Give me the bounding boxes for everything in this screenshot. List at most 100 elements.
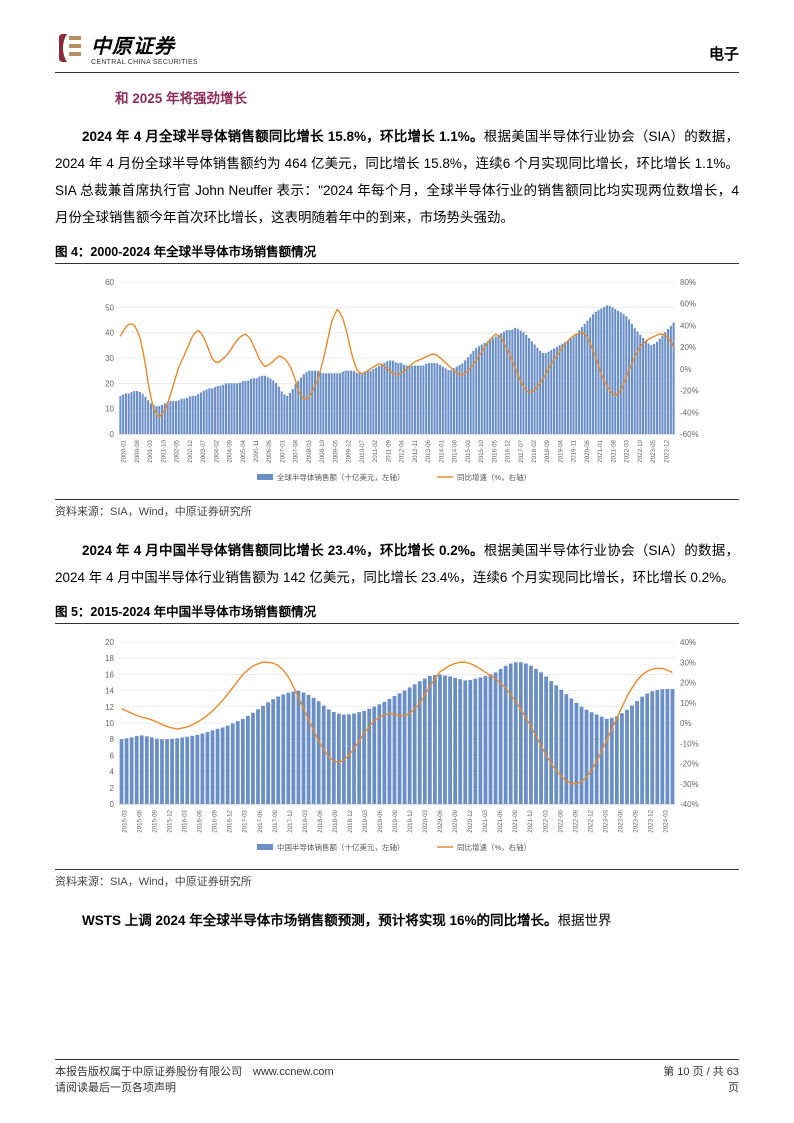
svg-text:2015-10: 2015-10 <box>478 439 485 462</box>
svg-text:2019-12: 2019-12 <box>407 809 414 832</box>
svg-text:6: 6 <box>110 751 115 760</box>
svg-text:2017-12: 2017-12 <box>287 809 294 832</box>
svg-text:20: 20 <box>105 638 114 647</box>
svg-text:10: 10 <box>105 719 114 728</box>
footer-left: 本报告版权属于中原证券股份有限公司 www.ccnew.com 请阅读最后一页各… <box>55 1063 334 1095</box>
footer-line2: 请阅读最后一页各项声明 <box>55 1079 334 1095</box>
svg-text:0: 0 <box>110 800 115 809</box>
svg-text:2015-06: 2015-06 <box>137 809 144 832</box>
svg-text:2016-12: 2016-12 <box>227 809 234 832</box>
svg-text:10: 10 <box>105 405 114 414</box>
svg-text:2021-12: 2021-12 <box>527 809 534 832</box>
svg-text:2020-12: 2020-12 <box>467 809 474 832</box>
svg-text:2014-01: 2014-01 <box>438 439 445 462</box>
svg-text:2023-12: 2023-12 <box>663 439 670 462</box>
svg-text:2021-06: 2021-06 <box>497 809 504 832</box>
svg-text:2004-09: 2004-09 <box>227 439 234 462</box>
logo-text: 中原证券 CENTRAL CHINA SECURITIES <box>91 30 198 66</box>
svg-text:-30%: -30% <box>680 780 699 789</box>
para2-bold: 2024 年 4 月中国半导体销售额同比增长 23.4%，环比增长 0.2%。 <box>82 543 484 558</box>
svg-text:2012-04: 2012-04 <box>399 439 406 462</box>
svg-text:2021-03: 2021-03 <box>482 809 489 832</box>
svg-text:2020-03: 2020-03 <box>422 809 429 832</box>
svg-text:0%: 0% <box>680 719 692 728</box>
logo-block: 中原证券 CENTRAL CHINA SECURITIES <box>55 30 198 66</box>
svg-text:2018-06: 2018-06 <box>317 809 324 832</box>
svg-text:2007-01: 2007-01 <box>279 439 286 462</box>
svg-text:2002-12: 2002-12 <box>187 439 194 462</box>
svg-text:2023-09: 2023-09 <box>632 809 639 832</box>
svg-text:20: 20 <box>105 379 114 388</box>
svg-text:2022-10: 2022-10 <box>637 439 644 462</box>
svg-text:2023-05: 2023-05 <box>650 439 657 462</box>
svg-text:同比增速（%，右轴）: 同比增速（%，右轴） <box>457 842 531 852</box>
svg-text:2017-09: 2017-09 <box>272 809 279 832</box>
svg-text:2000-08: 2000-08 <box>134 439 141 462</box>
svg-text:2006-06: 2006-06 <box>266 439 273 462</box>
svg-text:10%: 10% <box>680 699 696 708</box>
svg-text:30: 30 <box>105 354 114 363</box>
svg-text:-20%: -20% <box>680 387 699 396</box>
paragraph-2: 2024 年 4 月中国半导体销售额同比增长 23.4%，环比增长 0.2%。根… <box>55 537 739 591</box>
svg-text:2018-12: 2018-12 <box>347 809 354 832</box>
fig5-source: 资料来源：SIA，Wind，中原证券研究所 <box>55 869 739 889</box>
svg-text:2018-09: 2018-09 <box>544 439 551 462</box>
svg-text:2020-06: 2020-06 <box>584 439 591 462</box>
svg-text:2019-11: 2019-11 <box>571 439 578 462</box>
svg-text:中国半导体销售额（十亿美元，左轴）: 中国半导体销售额（十亿美元，左轴） <box>277 842 405 852</box>
svg-text:2016-05: 2016-05 <box>491 439 498 462</box>
svg-text:20%: 20% <box>680 343 696 352</box>
svg-text:-40%: -40% <box>680 800 699 809</box>
footer-right: 第 10 页 / 共 63 页 <box>663 1063 739 1095</box>
svg-text:2015-09: 2015-09 <box>152 809 159 832</box>
page-footer: 本报告版权属于中原证券股份有限公司 www.ccnew.com 请阅读最后一页各… <box>55 1059 739 1095</box>
svg-text:2008-10: 2008-10 <box>319 439 326 462</box>
logo-cn: 中原证券 <box>91 30 198 59</box>
svg-text:2017-06: 2017-06 <box>257 809 264 832</box>
svg-text:-20%: -20% <box>680 760 699 769</box>
svg-text:18: 18 <box>105 654 114 663</box>
svg-text:2001-10: 2001-10 <box>160 439 167 462</box>
svg-text:2016-12: 2016-12 <box>505 439 512 462</box>
svg-text:40%: 40% <box>680 638 696 647</box>
svg-text:2019-09: 2019-09 <box>392 809 399 832</box>
svg-text:2021-08: 2021-08 <box>610 439 617 462</box>
svg-text:2004-02: 2004-02 <box>213 439 220 462</box>
svg-text:60%: 60% <box>680 300 696 309</box>
svg-text:2023-12: 2023-12 <box>647 809 654 832</box>
chart5-svg: 02468101214161820-40%-30%-20%-10%0%10%20… <box>77 634 717 859</box>
svg-text:-60%: -60% <box>680 430 699 439</box>
svg-text:2009-12: 2009-12 <box>346 439 353 462</box>
svg-text:2003-07: 2003-07 <box>200 439 207 462</box>
svg-text:2023-03: 2023-03 <box>602 809 609 832</box>
svg-text:50: 50 <box>105 303 114 312</box>
svg-text:2022-03: 2022-03 <box>624 439 631 462</box>
svg-text:20%: 20% <box>680 679 696 688</box>
logo-en: CENTRAL CHINA SECURITIES <box>91 59 198 66</box>
footer-page: 第 10 页 / 共 63 <box>663 1063 739 1079</box>
svg-text:2022-03: 2022-03 <box>542 809 549 832</box>
fig5-title: 图 5：2015-2024 年中国半导体市场销售额情况 <box>55 601 739 624</box>
svg-text:2019-03: 2019-03 <box>362 809 369 832</box>
fig5-chart: 02468101214161820-40%-30%-20%-10%0%10%20… <box>55 630 739 863</box>
svg-text:4: 4 <box>110 768 115 777</box>
svg-text:2022-12: 2022-12 <box>587 809 594 832</box>
svg-text:2005-04: 2005-04 <box>240 439 247 462</box>
svg-text:2014-08: 2014-08 <box>452 439 459 462</box>
paragraph-1: 2024 年 4 月全球半导体销售额同比增长 15.8%，环比增长 1.1%。根… <box>55 123 739 231</box>
svg-text:2009-05: 2009-05 <box>332 439 339 462</box>
footer-line1: 本报告版权属于中原证券股份有限公司 www.ccnew.com <box>55 1063 334 1079</box>
svg-text:2013-06: 2013-06 <box>425 439 432 462</box>
svg-text:2016-09: 2016-09 <box>212 809 219 832</box>
fig4-source: 资料来源：SIA，Wind，中原证券研究所 <box>55 499 739 519</box>
svg-text:2011-09: 2011-09 <box>385 439 392 462</box>
svg-text:2016-03: 2016-03 <box>182 809 189 832</box>
fig4-title: 图 4：2000-2024 年全球半导体市场销售额情况 <box>55 241 739 264</box>
svg-text:2011-02: 2011-02 <box>372 439 379 462</box>
svg-text:2022-06: 2022-06 <box>557 809 564 832</box>
svg-text:2020-09: 2020-09 <box>452 809 459 832</box>
page-header: 中原证券 CENTRAL CHINA SECURITIES 电子 <box>55 30 739 73</box>
para3-rest: 根据世界 <box>558 913 612 928</box>
svg-text:2021-09: 2021-09 <box>512 809 519 832</box>
svg-text:2016-06: 2016-06 <box>197 809 204 832</box>
